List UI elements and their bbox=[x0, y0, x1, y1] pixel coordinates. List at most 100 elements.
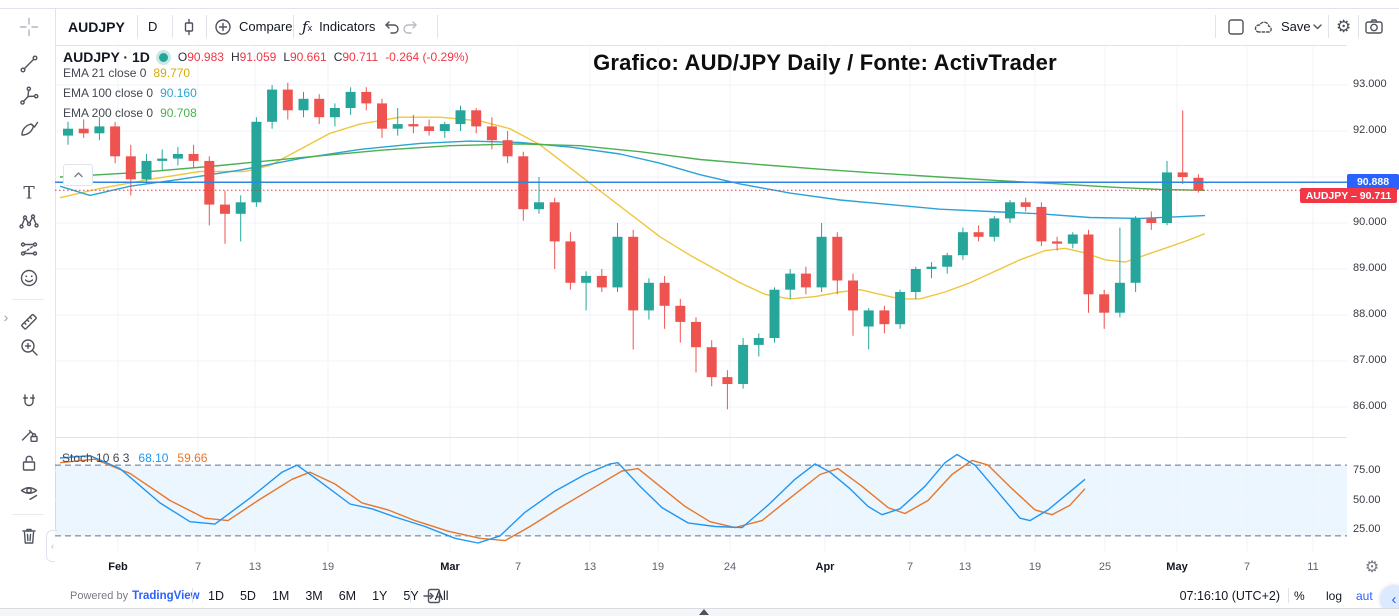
indicators-label: Indicators bbox=[319, 19, 376, 34]
range-button-1y[interactable]: 1Y bbox=[364, 583, 395, 608]
time-axis[interactable]: Feb 7 13 19 Mar 7 13 19 24 Apr 7 13 19 25 May 7 11 bbox=[55, 553, 1347, 584]
range-button-5y[interactable]: 5Y bbox=[395, 583, 426, 608]
object-tree-expand-button[interactable]: › bbox=[3, 309, 9, 325]
ema200-legend-row[interactable]: EMA 200 close 0 90.708 bbox=[63, 106, 197, 120]
zoom-in-tool[interactable] bbox=[16, 334, 42, 360]
measure-tool[interactable] bbox=[16, 308, 42, 334]
stoch-tick-label: 50.00 bbox=[1353, 494, 1381, 506]
price-tick-label: 88.000 bbox=[1353, 308, 1387, 320]
bottom-notch-handle[interactable] bbox=[699, 609, 709, 615]
pitchfork-icon bbox=[18, 85, 40, 107]
time-tick-label: 25 bbox=[1098, 561, 1112, 573]
time-tick-label: 7 bbox=[906, 561, 914, 573]
drawing-mode-lock-button[interactable] bbox=[16, 421, 42, 447]
footer-separator bbox=[1288, 588, 1289, 603]
price-axis[interactable]: 93.000 92.000 90.000 89.000 88.000 87.000 86.0… bbox=[1347, 44, 1399, 583]
tradingview-link[interactable]: TradingView bbox=[132, 589, 200, 602]
main-chart-canvas[interactable] bbox=[55, 44, 1347, 437]
layout-button[interactable] bbox=[1227, 9, 1245, 44]
screenshot-button[interactable] bbox=[1364, 9, 1384, 44]
time-tick-label: 7 bbox=[194, 561, 202, 573]
range-button-6m[interactable]: 6M bbox=[331, 583, 364, 608]
symbol-button[interactable]: AUDJPY bbox=[68, 9, 125, 44]
auto-scale-button[interactable]: aut bbox=[1356, 588, 1373, 603]
range-button-3m[interactable]: 3M bbox=[297, 583, 330, 608]
crosshair-cursor-button[interactable] bbox=[18, 9, 40, 44]
time-tick-label: Mar bbox=[440, 561, 460, 573]
stoch-legend-row[interactable]: Stoch 10 6 3 68.10 59.66 bbox=[62, 451, 207, 465]
drawing-toolbar: T bbox=[0, 44, 55, 608]
brush-tool[interactable] bbox=[16, 116, 42, 142]
xabcd-pattern-tool[interactable] bbox=[16, 209, 42, 235]
price-tick-label: 87.000 bbox=[1353, 354, 1387, 366]
symbol-legend[interactable]: AUDJPY · 1D O90.983 H91.059 L90.661 C90.… bbox=[63, 49, 469, 65]
time-tick-label: 24 bbox=[723, 561, 737, 573]
ema21-value: 89.770 bbox=[153, 66, 191, 80]
magnet-mode-button[interactable] bbox=[16, 389, 42, 415]
projection-tool[interactable] bbox=[16, 236, 42, 262]
zoom-in-icon bbox=[18, 336, 40, 358]
time-axis-settings-button[interactable]: ⚙ bbox=[1360, 555, 1384, 579]
legend-collapse-button[interactable] bbox=[63, 164, 93, 186]
powered-by[interactable]: Powered by TradingView bbox=[70, 583, 200, 608]
range-button-1d[interactable]: 1D bbox=[200, 583, 232, 608]
settings-button[interactable]: ⚙ bbox=[1336, 9, 1351, 44]
scroll-left-button[interactable]: ‹ bbox=[1380, 585, 1399, 613]
lock-icon bbox=[18, 452, 40, 474]
save-label: Save bbox=[1281, 19, 1311, 34]
interval-label: D bbox=[148, 19, 158, 34]
emoji-tool[interactable] bbox=[16, 265, 42, 291]
clock-label: 07:16:10 (UTC+2) bbox=[1179, 588, 1280, 603]
time-tick-label: 7 bbox=[1243, 561, 1251, 573]
candlestick-style-icon bbox=[180, 18, 198, 36]
redo-button[interactable] bbox=[402, 9, 420, 44]
chart-style-button[interactable] bbox=[180, 9, 198, 44]
toolbar-separator bbox=[293, 15, 294, 38]
trend-line-icon bbox=[18, 53, 40, 75]
text-tool[interactable]: T bbox=[16, 180, 42, 206]
clock[interactable]: 07:16:10 (UTC+2) bbox=[1120, 583, 1280, 608]
market-status-dot-icon bbox=[158, 52, 168, 62]
interval-button[interactable]: D bbox=[148, 9, 157, 44]
toolbar-separator bbox=[137, 15, 138, 38]
hide-drawings-button[interactable] bbox=[16, 479, 42, 505]
lock-drawings-button[interactable] bbox=[16, 450, 42, 476]
redo-icon bbox=[402, 19, 420, 35]
pitchfork-tool[interactable] bbox=[16, 83, 42, 109]
compare-button[interactable]: Compare bbox=[214, 9, 292, 44]
ema100-legend-row[interactable]: EMA 100 close 0 90.160 bbox=[63, 86, 197, 100]
range-button-all[interactable]: All bbox=[427, 583, 457, 608]
chevron-up-icon bbox=[74, 172, 83, 178]
stoch-tick-label: 25.00 bbox=[1353, 523, 1381, 535]
price-tick-label: 89.000 bbox=[1353, 262, 1387, 274]
time-tick-label: 19 bbox=[651, 561, 665, 573]
footer-separator bbox=[410, 588, 411, 603]
range-button-5d[interactable]: 5D bbox=[232, 583, 264, 608]
footer-separator bbox=[192, 588, 193, 603]
svg-text:T: T bbox=[23, 184, 35, 204]
go-to-date-button[interactable] bbox=[422, 583, 442, 608]
toolbar-separator bbox=[1215, 15, 1216, 38]
cloud-save-icon bbox=[1253, 19, 1275, 35]
stochastic-pane-canvas[interactable] bbox=[55, 437, 1347, 553]
save-button[interactable]: Save bbox=[1253, 9, 1311, 44]
bottom-toolbar: Powered by TradingView 1D 5D 1M 3M 6M 1Y 5Y All… bbox=[0, 583, 1399, 608]
save-dropdown-button[interactable] bbox=[1313, 9, 1322, 44]
time-tick-label: Feb bbox=[108, 561, 128, 573]
remove-drawings-button[interactable] bbox=[16, 523, 42, 549]
crosshair-icon bbox=[18, 16, 40, 38]
ema21-legend-row[interactable]: EMA 21 close 0 89.770 bbox=[63, 66, 191, 80]
pane-separator[interactable] bbox=[55, 437, 1347, 438]
toolbar-separator bbox=[437, 15, 438, 38]
undo-button[interactable] bbox=[382, 9, 400, 44]
log-scale-button[interactable]: log bbox=[1326, 588, 1343, 603]
percent-scale-button[interactable]: % bbox=[1294, 588, 1305, 603]
chart-annotation-title: Grafico: AUD/JPY Daily / Fonte: ActivTra… bbox=[593, 50, 1057, 75]
range-button-1m[interactable]: 1M bbox=[264, 583, 297, 608]
trend-line-tool[interactable] bbox=[16, 51, 42, 77]
gear-icon: ⚙ bbox=[1364, 559, 1380, 576]
